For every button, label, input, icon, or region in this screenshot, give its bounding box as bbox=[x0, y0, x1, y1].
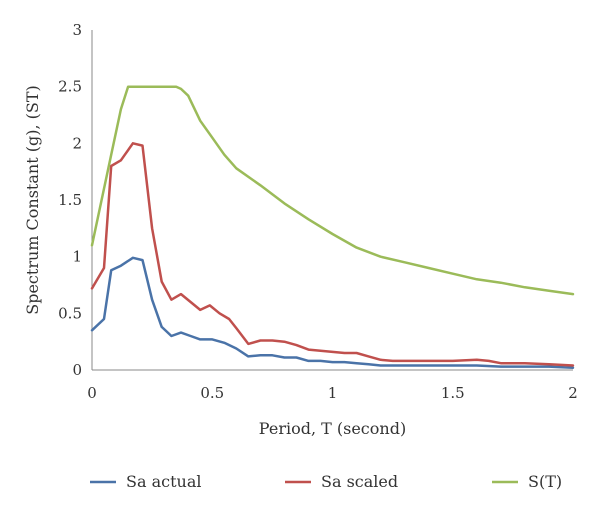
x-tick-label: 1 bbox=[328, 384, 338, 402]
y-tick-label: 0 bbox=[72, 361, 82, 379]
series-line-sa-actual bbox=[90, 256, 575, 369]
legend-item-sa-actual: Sa actual bbox=[90, 472, 201, 491]
legend-label: Sa scaled bbox=[321, 472, 398, 491]
x-tick-label: 1.5 bbox=[441, 384, 465, 402]
x-axis-title: Period, T (second) bbox=[259, 419, 406, 438]
x-tick-label: 0 bbox=[87, 384, 97, 402]
legend-item-s-t: S(T) bbox=[492, 472, 562, 491]
x-tick-label: 2 bbox=[568, 384, 578, 402]
y-axis-title: Spectrum Constant (g), (ST) bbox=[23, 85, 42, 314]
y-tick-labels: 0 0.5 1 1.5 2 2.5 3 bbox=[58, 21, 82, 379]
y-tick-label: 3 bbox=[72, 21, 82, 39]
legend-item-sa-scaled: Sa scaled bbox=[285, 472, 398, 491]
x-tick-labels: 0 0.5 1 1.5 2 bbox=[87, 384, 578, 402]
y-tick-label: 0.5 bbox=[58, 304, 82, 322]
series-lines bbox=[90, 85, 575, 369]
series-line-sa-scaled bbox=[90, 142, 575, 367]
series-line-s-t bbox=[90, 85, 575, 296]
legend-label: Sa actual bbox=[126, 472, 201, 491]
axes bbox=[91, 30, 573, 371]
legend: Sa actual Sa scaled S(T) bbox=[90, 472, 562, 491]
x-tick-label: 0.5 bbox=[200, 384, 224, 402]
legend-label: S(T) bbox=[528, 472, 562, 491]
y-tick-label: 1 bbox=[72, 248, 82, 266]
y-tick-label: 2 bbox=[72, 134, 82, 152]
y-tick-label: 2.5 bbox=[58, 78, 82, 96]
y-tick-label: 1.5 bbox=[58, 191, 82, 209]
